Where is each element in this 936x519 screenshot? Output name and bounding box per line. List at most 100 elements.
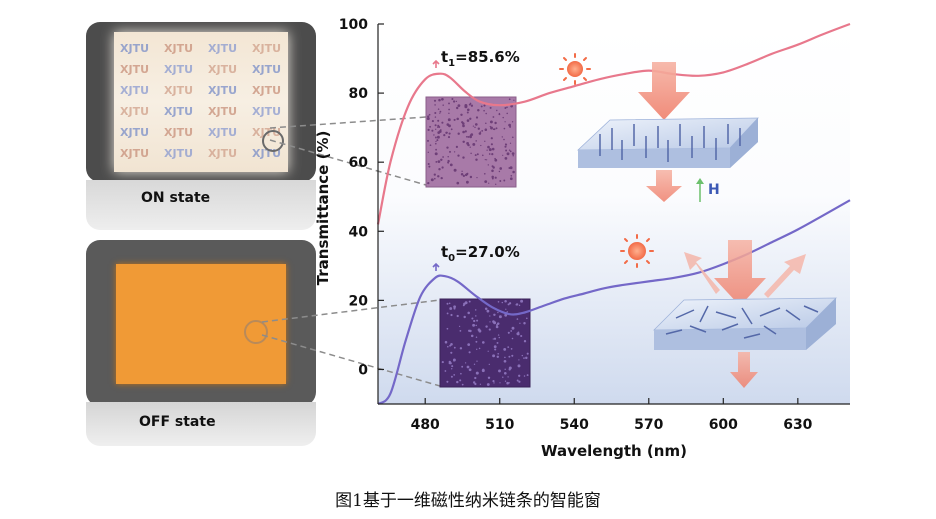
texture-dot — [461, 170, 463, 172]
texture-dot — [468, 351, 471, 354]
texture-dot — [508, 123, 511, 127]
texture-dot — [460, 172, 464, 176]
texture-dot — [512, 154, 514, 157]
texture-dot — [476, 153, 479, 156]
texture-dot — [511, 136, 514, 139]
texture-dot — [440, 176, 443, 180]
texture-dot — [450, 368, 453, 370]
texture-dot — [438, 98, 441, 102]
texture-dot — [447, 345, 449, 348]
texture-dot — [477, 109, 480, 112]
texture-dot — [504, 145, 507, 148]
texture-dot — [487, 376, 491, 380]
texture-dot — [436, 139, 439, 142]
xjtu-watermark: XJTU — [164, 84, 194, 97]
texture-dot — [489, 106, 492, 109]
texture-dot — [485, 159, 488, 161]
texture-dot — [518, 374, 521, 377]
axis-ticks: 480 510 540 570 600 630 0 20 40 60 80 100 — [339, 17, 813, 433]
incident-light-arrow-icon — [638, 62, 690, 120]
texture-dot — [526, 352, 529, 355]
texture-dot — [487, 164, 489, 166]
texture-dot — [523, 357, 525, 359]
texture-dot — [494, 176, 497, 179]
texture-dot — [495, 325, 499, 329]
texture-dot — [448, 102, 450, 105]
texture-dot — [488, 328, 491, 331]
texture-dot — [462, 130, 465, 134]
texture-dot — [442, 156, 444, 158]
texture-dot — [503, 127, 506, 130]
texture-dot — [480, 144, 482, 147]
t1-marker — [432, 59, 440, 68]
on-state-strip — [86, 180, 316, 230]
texture-dot — [498, 315, 502, 319]
texture-dot — [488, 148, 492, 152]
texture-dot — [504, 299, 507, 303]
texture-dot — [498, 113, 501, 116]
texture-dot — [467, 311, 470, 315]
texture-dot — [491, 175, 494, 179]
texture-dot — [447, 118, 451, 122]
texture-dot — [478, 132, 482, 135]
off-state-strip — [86, 402, 316, 446]
texture-dot — [523, 340, 527, 343]
texture-dot — [437, 124, 440, 127]
texture-dot — [461, 365, 464, 368]
texture-dot — [472, 142, 476, 146]
texture-dot — [502, 116, 504, 119]
texture-dot — [427, 128, 430, 132]
xjtu-watermark: XJTU — [164, 63, 194, 76]
texture-dot — [430, 178, 434, 182]
texture-dot — [435, 140, 437, 143]
texture-dot — [453, 360, 455, 362]
texture-dot — [484, 307, 488, 310]
xjtu-watermark: XJTU — [208, 84, 238, 97]
texture-dot — [463, 315, 466, 319]
figure-caption: 图1基于一维磁性纳米链条的智能窗 — [335, 491, 601, 511]
texture-dot — [518, 380, 521, 383]
texture-dot — [506, 106, 508, 109]
texture-dot — [437, 108, 440, 110]
texture-dot — [507, 303, 510, 306]
texture-dot — [468, 103, 471, 106]
off-state-film — [116, 264, 286, 384]
texture-dot — [518, 359, 520, 361]
texture-dot — [464, 173, 468, 177]
texture-dot — [433, 177, 436, 180]
xjtu-watermark: XJTU — [208, 147, 238, 160]
texture-dot — [475, 140, 477, 142]
texture-dot — [505, 143, 508, 146]
on-connector-top — [269, 116, 427, 129]
texture-dot — [502, 154, 504, 156]
texture-dot — [453, 346, 456, 349]
y-tick-label: 0 — [358, 362, 368, 378]
off-inset-texture — [441, 299, 529, 386]
texture-dot — [435, 148, 437, 151]
texture-dot — [441, 361, 444, 364]
texture-dot — [456, 314, 459, 318]
texture-dot — [453, 168, 457, 172]
off-state-inset-image — [439, 298, 531, 388]
texture-dot — [473, 319, 476, 323]
texture-dot — [525, 356, 528, 360]
xjtu-watermark: XJTU — [164, 126, 194, 139]
texture-dot — [431, 120, 434, 123]
texture-dot — [429, 125, 432, 128]
t0-marker — [432, 262, 440, 271]
texture-dot — [437, 175, 440, 178]
texture-dot — [469, 117, 472, 120]
texture-dot — [497, 300, 500, 303]
texture-dot — [468, 368, 472, 372]
texture-dot — [433, 99, 437, 102]
texture-dot — [511, 326, 515, 330]
aligned-chains-slab — [576, 117, 759, 168]
texture-dot — [493, 382, 495, 384]
texture-dot — [507, 346, 510, 348]
texture-dot — [467, 343, 471, 346]
y-tick-label: 20 — [349, 293, 369, 309]
texture-dot — [506, 112, 508, 115]
texture-dot — [476, 319, 479, 322]
texture-dot — [469, 175, 473, 179]
